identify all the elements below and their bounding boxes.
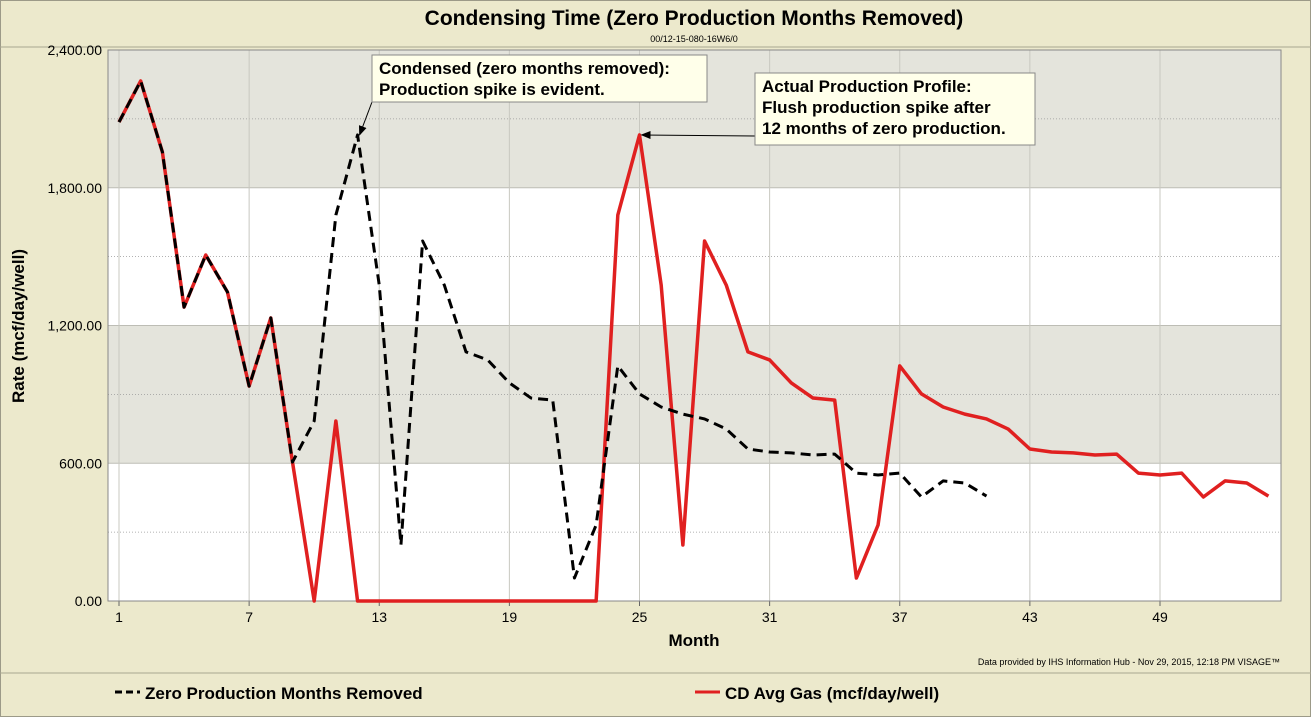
- annotation-text: 12 months of zero production.: [762, 119, 1006, 138]
- y-tick-label: 2,400.00: [48, 42, 103, 58]
- x-tick-label: 13: [371, 609, 387, 625]
- x-tick-label: 19: [502, 609, 518, 625]
- legend-label-zero-removed: Zero Production Months Removed: [145, 684, 423, 703]
- annotation-text: Flush production spike after: [762, 98, 991, 117]
- annotation-arrow: [358, 101, 373, 136]
- plot-area: 0.00 600.00 1,200.00 1,800.00 2,400.00 1 7 13 19…: [48, 42, 1282, 625]
- x-axis-label: Month: [669, 631, 720, 650]
- annotation-box: [754, 72, 1036, 146]
- series-line-cd-avg-gas: [117, 79, 1270, 603]
- legend: Zero Production Months Removed CD Avg Ga…: [115, 684, 939, 703]
- annotation-arrow: [640, 131, 756, 140]
- x-tick-label: 7: [245, 609, 253, 625]
- annotation-text: Actual Production Profile:: [762, 77, 972, 96]
- annotations: Condensed (zero months removed): Producti…: [358, 54, 1036, 146]
- x-tick-label: 31: [762, 609, 778, 625]
- annotation-box: [371, 54, 708, 103]
- x-tick-label: 49: [1152, 609, 1168, 625]
- legend-label-cd-avg-gas: CD Avg Gas (mcf/day/well): [725, 684, 939, 703]
- x-tick-label: 1: [115, 609, 123, 625]
- grid-band: [108, 463, 1281, 601]
- chart-subtitle: 00/12-15-080-16W6/0: [650, 34, 738, 44]
- x-tick-label: 25: [632, 609, 648, 625]
- x-tick-label: 43: [1022, 609, 1038, 625]
- annotation-text: Condensed (zero months removed):: [379, 59, 670, 78]
- annotation-text: Production spike is evident.: [379, 80, 605, 99]
- chart-title: Condensing Time (Zero Production Months …: [425, 7, 964, 30]
- y-tick-label: 600.00: [59, 455, 102, 471]
- series-line-zero-removed: [117, 79, 988, 580]
- x-tick-label: 37: [892, 609, 908, 625]
- y-axis-label: Rate (mcf/day/well): [9, 249, 28, 403]
- plot-border: [107, 49, 1282, 602]
- y-tick-label: 1,800.00: [48, 180, 103, 196]
- grid-band: [108, 187, 1281, 326]
- y-tick-label: 0.00: [75, 593, 102, 609]
- data-credit: Data provided by IHS Information Hub - N…: [978, 657, 1280, 667]
- y-tick-label: 1,200.00: [48, 318, 103, 334]
